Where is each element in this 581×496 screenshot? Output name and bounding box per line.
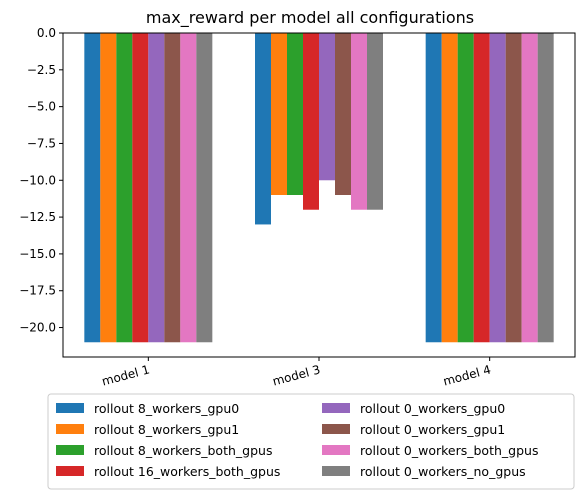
bar-rollout-0-workers-both-gpus-model-4 (521, 33, 538, 343)
legend-swatch (56, 445, 84, 455)
legend-label: rollout 8_workers_gpu0 (94, 401, 239, 416)
y-tick-label: −2.5 (27, 63, 56, 77)
y-tick-label: 0.0 (37, 26, 56, 40)
y-tick-label: −17.5 (19, 284, 56, 298)
legend-swatch (322, 403, 350, 413)
bars-group (84, 33, 554, 343)
bar-rollout-0-workers-no-gpus-model-3 (367, 33, 383, 210)
bar-rollout-0-workers-both-gpus-model-1 (180, 33, 197, 343)
bar-rollout-0-workers-gpu1-model-3 (335, 33, 351, 195)
legend-label: rollout 16_workers_both_gpus (94, 464, 280, 479)
legend-swatch (56, 403, 84, 413)
bar-rollout-0-workers-gpu0-model-3 (319, 33, 335, 181)
legend-swatch (56, 424, 84, 434)
legend-label: rollout 0_workers_no_gpus (360, 464, 526, 479)
y-tick-label: −12.5 (19, 210, 56, 224)
bar-rollout-8-workers-gpu0-model-3 (255, 33, 271, 225)
legend-swatch (56, 466, 84, 476)
bar-rollout-8-workers-gpu1-model-3 (271, 33, 287, 195)
bar-rollout-8-workers-both-gpus-model-3 (287, 33, 303, 195)
y-tick-label: −7.5 (27, 136, 56, 150)
legend-swatch (322, 424, 350, 434)
y-tick-label: −5.0 (27, 100, 56, 114)
bar-rollout-0-workers-no-gpus-model-1 (196, 33, 213, 343)
legend-label: rollout 0_workers_gpu0 (360, 401, 505, 416)
bar-rollout-16-workers-both-gpus-model-1 (132, 33, 149, 343)
bar-rollout-8-workers-gpu0-model-4 (425, 33, 442, 343)
legend-frame (47, 393, 575, 490)
legend-label: rollout 0_workers_both_gpus (360, 443, 538, 458)
x-tick-label: model 4 (442, 362, 493, 388)
legend-label: rollout 0_workers_gpu1 (360, 422, 505, 437)
legend-swatch (322, 466, 350, 476)
x-tick-label: model 3 (271, 362, 322, 388)
x-tick-label: model 1 (100, 362, 151, 388)
y-tick-label: −20.0 (19, 321, 56, 335)
bar-rollout-8-workers-gpu1-model-4 (441, 33, 458, 343)
legend-swatch (322, 445, 350, 455)
bar-rollout-16-workers-both-gpus-model-3 (303, 33, 319, 210)
bar-rollout-8-workers-both-gpus-model-4 (457, 33, 474, 343)
y-tick-label: −10.0 (19, 173, 56, 187)
legend-label: rollout 8_workers_both_gpus (94, 443, 272, 458)
bar-rollout-16-workers-both-gpus-model-4 (473, 33, 490, 343)
bar-rollout-0-workers-gpu0-model-1 (148, 33, 165, 343)
bar-rollout-0-workers-both-gpus-model-3 (351, 33, 367, 210)
bar-rollout-8-workers-gpu0-model-1 (84, 33, 101, 343)
chart-title: max_reward per model all configurations (146, 8, 474, 28)
legend-label: rollout 8_workers_gpu1 (94, 422, 239, 437)
y-tick-label: −15.0 (19, 247, 56, 261)
bar-rollout-0-workers-gpu0-model-4 (489, 33, 506, 343)
bar-rollout-0-workers-no-gpus-model-4 (537, 33, 554, 343)
bar-rollout-8-workers-both-gpus-model-1 (116, 33, 133, 343)
bar-rollout-0-workers-gpu1-model-1 (164, 33, 181, 343)
bar-rollout-0-workers-gpu1-model-4 (505, 33, 522, 343)
bar-rollout-8-workers-gpu1-model-1 (100, 33, 117, 343)
